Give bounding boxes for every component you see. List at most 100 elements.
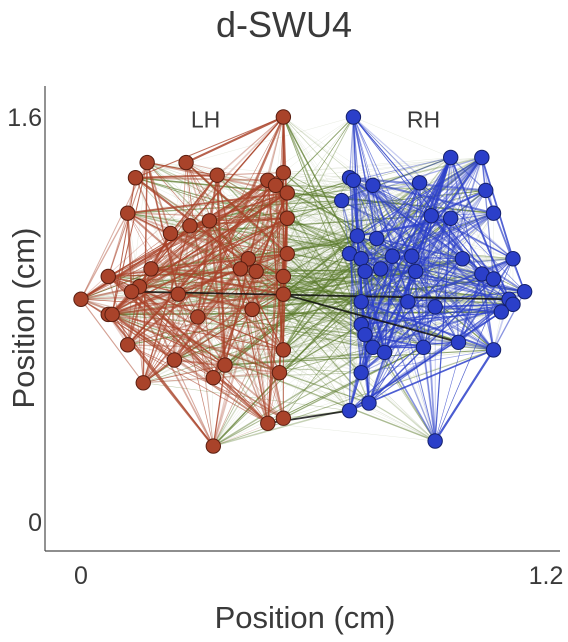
lh-node-8 (279, 185, 295, 201)
rh-node-38 (376, 344, 393, 361)
edge-458 (212, 364, 226, 447)
lh-node-32 (166, 352, 183, 368)
lh-node-29 (190, 309, 206, 325)
lh-node-24 (275, 286, 292, 302)
edge-461 (213, 377, 269, 424)
lh-node-25 (73, 291, 89, 307)
mesh-line-584 (364, 271, 436, 442)
edge-297 (107, 213, 129, 277)
edge-331 (80, 233, 171, 300)
edge-197 (80, 116, 284, 300)
edge-426 (80, 298, 253, 310)
edge-732 (434, 349, 495, 442)
edge-335 (255, 218, 288, 272)
lh-node-3 (127, 170, 144, 186)
edge-366 (150, 267, 284, 296)
edge-43 (209, 200, 342, 221)
edge-326 (189, 225, 269, 424)
edge-72 (151, 268, 494, 280)
rh-node-31 (493, 304, 509, 320)
rh-node-42 (427, 433, 443, 449)
edge-698 (368, 298, 510, 404)
edge-572 (431, 212, 494, 217)
edge-228 (135, 176, 268, 182)
edge-583 (430, 215, 483, 275)
lh-node-37 (275, 410, 292, 426)
edge-317 (111, 220, 210, 315)
mesh-line-456 (267, 423, 436, 442)
lh-node-26 (244, 301, 260, 318)
edge-526 (352, 180, 378, 239)
edge-420 (177, 294, 214, 447)
edge-456 (143, 364, 226, 384)
rh-node-15 (384, 248, 401, 264)
mesh-line-415 (213, 190, 486, 378)
edge-479 (349, 116, 354, 411)
edge-343 (282, 218, 288, 350)
mesh-line-414 (224, 324, 362, 366)
mesh-line-121 (127, 212, 358, 237)
edge-551 (376, 182, 421, 240)
rh-node-37 (485, 342, 502, 358)
y-tick-label-1: 1.6 (7, 104, 42, 132)
edge-547 (372, 184, 495, 351)
edge-522 (349, 177, 494, 351)
edge-653 (360, 258, 436, 442)
y-tick-label-0: 0 (28, 509, 42, 537)
mesh-line-463 (213, 324, 362, 447)
edge-393 (197, 276, 284, 318)
edge-710 (364, 303, 514, 336)
edge-685 (372, 273, 483, 349)
edge-444 (111, 314, 214, 447)
edge-538 (356, 185, 374, 237)
lh-node-28 (104, 306, 120, 323)
lh-node-30 (120, 337, 136, 353)
edge-322 (150, 225, 191, 270)
edge-157 (224, 351, 385, 366)
edge-723 (365, 333, 459, 344)
edge-540 (372, 184, 413, 257)
rh-node-7 (478, 182, 494, 199)
edge-445 (142, 316, 199, 384)
rh-node-0 (345, 109, 362, 125)
edge-729 (423, 347, 436, 442)
edge-562 (430, 189, 487, 217)
edge-344 (174, 218, 288, 361)
edge-176 (267, 346, 424, 424)
mesh-line-381 (127, 218, 451, 346)
lh-node-13 (279, 210, 295, 226)
rh-node-21 (407, 263, 424, 280)
edge-28 (275, 184, 486, 192)
edge-440 (111, 313, 175, 361)
lh-node-17 (100, 268, 116, 285)
lh-node-4 (275, 164, 292, 181)
edge-260 (266, 180, 285, 350)
edge-120 (251, 116, 354, 310)
edge-413 (131, 291, 269, 424)
x-tick-label-1: 1.2 (529, 562, 564, 590)
mesh-line-111 (127, 212, 191, 227)
edge-560 (418, 182, 437, 442)
edge-610 (376, 238, 510, 300)
mesh-line-461 (213, 271, 366, 447)
mesh-line-489 (349, 177, 436, 442)
rh-node-10 (423, 208, 439, 224)
rh-node-17 (454, 251, 471, 267)
edge-418 (177, 293, 214, 378)
edge-542 (360, 185, 374, 259)
mesh-line-117 (127, 157, 451, 214)
edge-628 (360, 255, 394, 303)
mesh-line-393 (283, 301, 362, 351)
edge-553 (419, 182, 514, 260)
lh-node-20 (275, 268, 292, 285)
edge-423 (127, 293, 284, 346)
rh-node-16 (404, 248, 420, 264)
rh-node-6 (411, 175, 428, 191)
edge-381 (239, 268, 284, 351)
edge-737 (283, 293, 459, 344)
edge-435 (251, 309, 269, 424)
rh-node-25 (516, 283, 533, 300)
edge-299 (126, 213, 133, 292)
edge-636 (411, 255, 495, 351)
edge-220 (177, 162, 187, 295)
